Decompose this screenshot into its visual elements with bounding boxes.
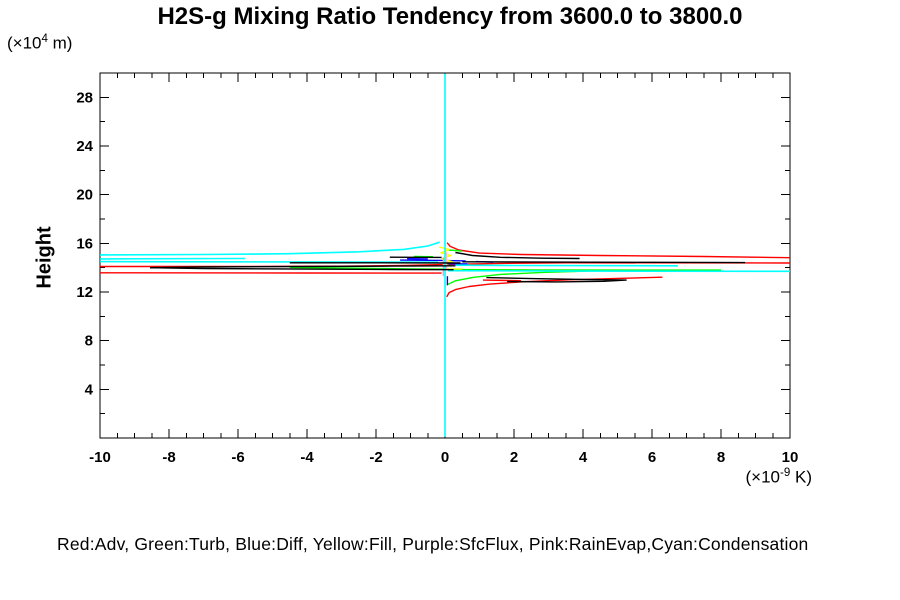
x-tick-label: 2 [510, 449, 518, 466]
x-unit-suffix: K) [790, 467, 812, 487]
x-tick-label: 0 [441, 449, 449, 466]
x-unit-exponent: -9 [779, 467, 791, 479]
series-condensation-line [447, 269, 791, 273]
y-tick-label: 8 [85, 333, 93, 350]
series-black-line [455, 251, 580, 260]
y-tick-label: 16 [76, 235, 93, 252]
series-black-line [149, 267, 454, 271]
series-black-line [462, 261, 746, 264]
legend: Red:Adv, Green:Turb, Blue:Diff, Yellow:F… [57, 534, 809, 554]
series-adv-line [482, 279, 521, 282]
y-tick-label: 4 [85, 381, 94, 398]
x-tick-label: -10 [89, 449, 111, 466]
x-unit-prefix: (×10 [745, 467, 780, 487]
series-black [149, 251, 746, 283]
x-tick-label: -4 [300, 449, 314, 466]
y-unit-suffix: m) [47, 33, 73, 53]
series-condensation-line [455, 264, 678, 267]
series-adv-line [446, 242, 791, 259]
x-axis-unit-label: (×10-9 K) [745, 467, 812, 488]
y-axis-unit-label: (×104 m) [7, 33, 72, 54]
series-turb-line [446, 270, 590, 286]
x-tick-label: -6 [231, 449, 244, 466]
x-tick-label: -8 [162, 449, 175, 466]
y-unit-exponent: 4 [41, 33, 48, 45]
x-tick-label: 6 [648, 449, 656, 466]
series-black-line [486, 276, 627, 283]
x-tick-label: -2 [369, 449, 382, 466]
series-condensation [99, 73, 791, 437]
series-turb-line [453, 268, 721, 271]
series-black-line [149, 265, 456, 269]
y-tick-label: 12 [76, 284, 93, 301]
series-turb-line [448, 249, 463, 252]
y-unit-prefix: (×10 [7, 33, 42, 53]
series-adv-line [446, 276, 663, 298]
series-turb [289, 249, 721, 286]
series-diff-line [400, 259, 466, 262]
x-tick-label: 10 [782, 449, 799, 466]
series-condensation-line [99, 260, 439, 264]
y-tick-label: 28 [76, 89, 93, 106]
x-tick-label: 4 [579, 449, 588, 466]
x-tick-label: 8 [717, 449, 725, 466]
y-tick-label: 20 [76, 187, 93, 204]
axis-frame [99, 72, 791, 439]
chart-title: H2S-g Mixing Ratio Tendency from 3600.0 … [157, 3, 743, 30]
series-condensation-line [99, 241, 441, 256]
y-tick-label: 24 [76, 138, 93, 155]
